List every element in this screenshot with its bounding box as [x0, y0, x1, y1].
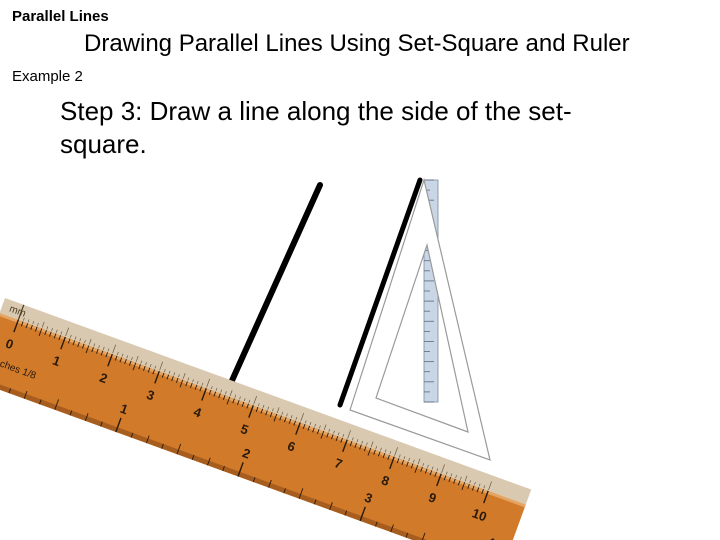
- page-title: Drawing Parallel Lines Using Set-Square …: [84, 30, 630, 58]
- svg-text:10: 10: [470, 505, 489, 524]
- topic-label: Parallel Lines: [12, 8, 109, 25]
- svg-text:2: 2: [98, 370, 110, 387]
- ruler: 012345678910mm1234inches 1/8: [0, 298, 531, 540]
- step-text: Step 3: Draw a line along the side of th…: [60, 95, 620, 160]
- svg-text:2: 2: [240, 445, 252, 462]
- svg-text:4: 4: [192, 404, 205, 421]
- parallel-line-2: [340, 180, 420, 405]
- diagram-stage: 012345678910mm1234inches 1/8: [0, 0, 720, 540]
- svg-text:inches 1/8: inches 1/8: [0, 356, 38, 382]
- set-square: [350, 180, 490, 460]
- svg-text:8: 8: [380, 472, 392, 489]
- svg-text:3: 3: [363, 490, 375, 507]
- svg-text:9: 9: [426, 489, 438, 506]
- parallel-line-1: [230, 185, 320, 385]
- svg-text:1: 1: [118, 401, 130, 418]
- example-label: Example 2: [12, 68, 83, 85]
- svg-text:mm: mm: [8, 304, 27, 320]
- svg-text:0: 0: [4, 336, 16, 353]
- svg-text:6: 6: [286, 438, 298, 455]
- svg-text:5: 5: [239, 421, 251, 438]
- svg-text:7: 7: [333, 455, 345, 472]
- svg-text:3: 3: [145, 387, 157, 404]
- svg-text:1: 1: [51, 353, 63, 370]
- svg-text:4: 4: [485, 534, 498, 540]
